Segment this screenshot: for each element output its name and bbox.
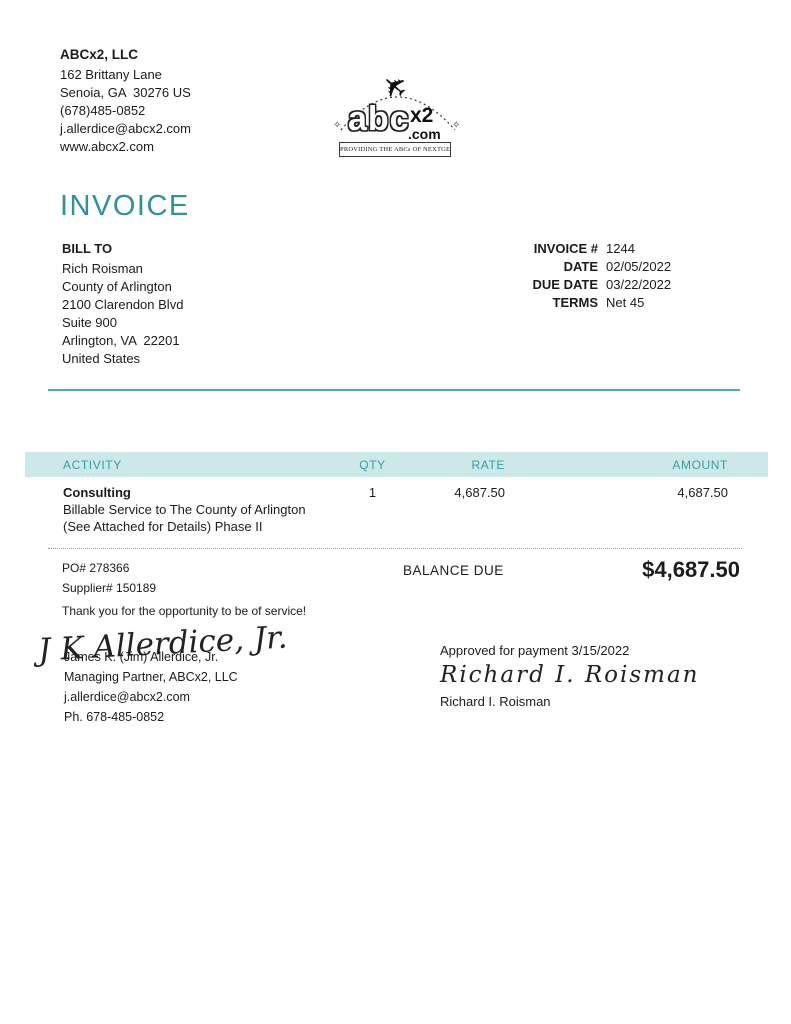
balance-due-value: $4,687.50	[642, 557, 740, 582]
approver-signature-script: Richard I. Roisman	[440, 662, 700, 688]
bill-to-street: 2100 Clarendon Blvd	[62, 297, 184, 312]
table-row: Consulting Billable Service to The Count…	[25, 477, 768, 535]
bill-to-country: United States	[62, 351, 141, 366]
line-item-amount: 4,687.50	[677, 485, 728, 500]
invoice-number-label: INVOICE #	[533, 241, 598, 256]
teal-divider	[48, 389, 740, 391]
approver-signature-block: Approved for payment 3/15/2022 Richard I…	[440, 643, 699, 709]
company-website: www.abcx2.com	[60, 139, 154, 154]
po-block: PO# 278366 Supplier# 150189	[62, 558, 156, 598]
company-address-line: 162 Brittany Lane	[60, 67, 162, 82]
column-header-activity: ACTIVITY	[63, 457, 122, 472]
provider-name: James K. (Jim) Allerdice, Jr.	[64, 650, 219, 664]
column-header-qty: QTY	[359, 457, 386, 472]
logo-abc-text: abc	[348, 100, 410, 138]
invoice-date-value: 02/05/2022	[606, 259, 672, 274]
sparkle-icon: ✧	[333, 120, 342, 131]
company-name: ABCx2, LLC	[60, 47, 139, 62]
bill-to-label: BILL TO	[62, 241, 113, 256]
balance-due-label: BALANCE DUE	[403, 563, 504, 578]
company-info-block: ABCx2, LLC 162 Brittany Lane Senoia, GA …	[60, 46, 191, 156]
terms-value: Net 45	[606, 295, 645, 310]
supplier-number: Supplier# 150189	[62, 581, 157, 595]
column-header-rate: RATE	[471, 457, 505, 472]
bill-to-suite: Suite 900	[62, 315, 117, 330]
approver-name: Richard I. Roisman	[440, 694, 551, 709]
company-address-line: Senoia, GA 30276 US	[60, 85, 191, 100]
provider-email: j.allerdice@abcx2.com	[64, 690, 190, 704]
line-item-qty: 1	[368, 485, 377, 500]
line-item-activity-cell: Consulting Billable Service to The Count…	[25, 484, 335, 535]
bill-to-name: Rich Roisman	[62, 261, 143, 276]
logo-x2-text: x2	[410, 104, 434, 127]
company-email: j.allerdice@abcx2.com	[60, 121, 191, 136]
due-date-label: DUE DATE	[532, 277, 598, 292]
invoice-title: INVOICE	[60, 190, 190, 222]
line-item-name: Consulting	[63, 485, 131, 500]
company-phone: (678)485-0852	[60, 103, 146, 118]
provider-title: Managing Partner, ABCx2, LLC	[64, 670, 238, 684]
provider-signature-block: James K. (Jim) Allerdice, Jr. Managing P…	[64, 647, 238, 727]
due-date-value: 03/22/2022	[606, 277, 672, 292]
po-number: PO# 278366	[62, 561, 130, 575]
thank-you-note: Thank you for the opportunity to be of s…	[62, 604, 307, 618]
logo-tagline: PROVIDING THE ABCs OF NEXTGEN	[339, 142, 451, 157]
dotted-divider	[48, 548, 742, 549]
column-header-amount: AMOUNT	[672, 457, 728, 472]
bill-to-org: County of Arlington	[62, 279, 172, 294]
invoice-meta-block: INVOICE # 1244 DATE 02/05/2022 DUE DATE …	[430, 240, 672, 312]
bill-to-city: Arlington, VA 22201	[62, 333, 180, 348]
invoice-number-value: 1244	[606, 241, 635, 256]
line-item-rate: 4,687.50	[454, 485, 505, 500]
logo-com-text: .com	[408, 126, 441, 142]
line-item-description: Billable Service to The County of Arling…	[63, 502, 306, 517]
line-item-description: (See Attached for Details) Phase II	[63, 519, 263, 534]
bill-to-block: BILL TO Rich Roisman County of Arlington…	[62, 240, 183, 368]
sparkle-icon: ✧	[452, 120, 461, 131]
table-header-row: ACTIVITY QTY RATE AMOUNT	[25, 452, 768, 477]
line-items-table: ACTIVITY QTY RATE AMOUNT Consulting Bill…	[25, 452, 768, 535]
terms-label: TERMS	[552, 295, 599, 310]
provider-phone: Ph. 678-485-0852	[64, 710, 165, 724]
approval-text: Approved for payment 3/15/2022	[440, 643, 630, 658]
invoice-date-label: DATE	[563, 259, 598, 274]
company-logo: ✧ ✧ ✈ abc x2 .com PROVIDING THE ABCs OF …	[333, 67, 463, 162]
